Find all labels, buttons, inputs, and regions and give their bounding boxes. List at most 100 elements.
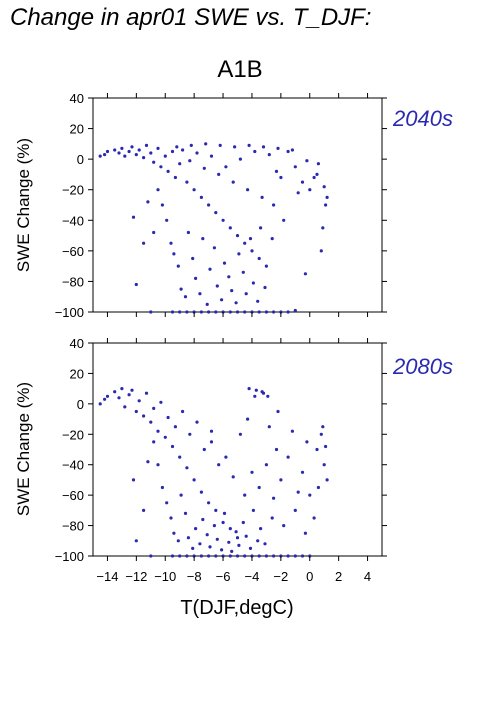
data-points xyxy=(98,142,329,314)
y-tick-label: −60 xyxy=(62,244,84,259)
data-point xyxy=(120,146,124,150)
data-point xyxy=(192,188,196,192)
x-tick-label: −14 xyxy=(96,569,118,584)
data-point xyxy=(224,455,228,459)
data-point xyxy=(152,406,156,410)
data-point xyxy=(261,391,266,395)
data-point xyxy=(204,142,208,146)
data-point xyxy=(235,554,240,558)
data-point xyxy=(105,149,110,154)
data-point xyxy=(202,166,206,170)
y-tick-label: 0 xyxy=(77,397,84,412)
data-point xyxy=(117,151,121,155)
y-tick-label: −80 xyxy=(62,519,84,534)
data-point xyxy=(241,270,245,274)
data-point xyxy=(324,203,328,207)
data-point xyxy=(248,546,253,551)
data-point xyxy=(214,508,218,512)
data-point xyxy=(276,409,280,414)
data-point xyxy=(195,420,199,424)
y-tick-label: −80 xyxy=(62,274,84,289)
data-point xyxy=(257,485,261,490)
data-point xyxy=(257,554,261,558)
data-point xyxy=(185,180,189,184)
data-point xyxy=(244,534,248,538)
data-point xyxy=(300,180,305,184)
figure-title: Change in apr01 SWE vs. T_DJF: xyxy=(10,4,372,31)
data-point xyxy=(130,388,134,392)
plot-frame xyxy=(92,342,383,557)
data-point xyxy=(163,435,167,439)
data-point xyxy=(146,460,150,464)
data-point xyxy=(293,308,297,313)
data-point xyxy=(286,455,290,459)
data-point xyxy=(272,496,276,500)
data-point xyxy=(237,543,241,548)
data-point xyxy=(159,400,163,404)
data-point xyxy=(282,524,286,528)
y-tick-label: 20 xyxy=(70,122,84,137)
data-point xyxy=(256,299,260,303)
data-point xyxy=(251,281,255,285)
data-point xyxy=(144,143,149,147)
data-point xyxy=(117,396,121,400)
data-point xyxy=(259,527,263,531)
data-point xyxy=(214,554,218,558)
x-tick-labels: −14 −12 −10 −8 −6 −4 −2 0 2 4 xyxy=(96,569,371,584)
data-point xyxy=(186,536,190,540)
data-point xyxy=(103,397,107,401)
data-point xyxy=(156,188,160,192)
data-point xyxy=(178,455,182,459)
data-point xyxy=(209,440,214,444)
data-point xyxy=(227,275,231,279)
x-tick-label: −4 xyxy=(245,569,260,584)
data-point xyxy=(137,399,141,403)
data-point xyxy=(260,195,264,199)
data-point xyxy=(230,549,234,554)
data-point xyxy=(201,517,205,522)
data-point xyxy=(228,310,232,314)
data-point xyxy=(131,215,136,219)
data-point xyxy=(256,539,260,543)
data-point xyxy=(169,241,173,245)
data-point xyxy=(325,195,329,199)
data-point xyxy=(134,153,138,157)
data-point xyxy=(215,284,219,288)
data-point xyxy=(290,148,294,152)
data-point xyxy=(243,241,247,245)
data-point xyxy=(194,276,198,280)
data-point xyxy=(134,539,138,543)
data-point xyxy=(191,256,195,261)
data-point xyxy=(217,172,221,176)
data-point xyxy=(123,405,127,409)
data-point xyxy=(192,478,196,482)
data-point xyxy=(181,148,185,152)
plot-frame xyxy=(92,97,383,313)
scenario-title: A1B xyxy=(217,56,263,83)
data-point xyxy=(272,554,276,558)
data-point xyxy=(176,539,180,543)
data-point xyxy=(170,554,175,558)
y-tick-label: 40 xyxy=(70,336,84,351)
data-point xyxy=(127,149,131,154)
data-point xyxy=(228,226,232,230)
data-point xyxy=(215,537,219,541)
data-point xyxy=(243,554,247,558)
data-point xyxy=(241,520,245,525)
data-point xyxy=(175,145,179,149)
data-point xyxy=(246,417,250,421)
data-point xyxy=(179,493,183,497)
data-point xyxy=(209,429,214,433)
data-point xyxy=(166,169,170,173)
y-tick-label: −100 xyxy=(55,305,84,320)
data-point xyxy=(159,165,163,169)
data-point xyxy=(98,402,102,406)
data-point xyxy=(250,249,254,253)
data-point xyxy=(243,493,247,497)
data-point xyxy=(264,463,268,467)
data-point xyxy=(274,169,279,173)
data-point xyxy=(253,394,257,398)
x-tick-label: −12 xyxy=(125,569,147,584)
data-point xyxy=(259,226,263,230)
